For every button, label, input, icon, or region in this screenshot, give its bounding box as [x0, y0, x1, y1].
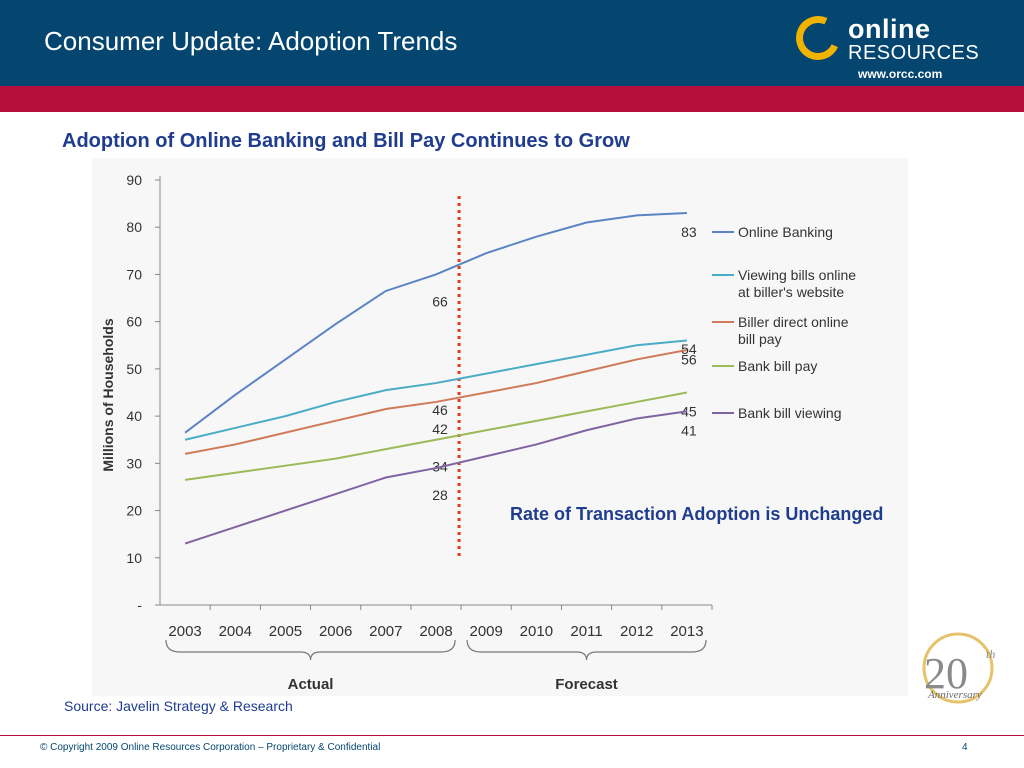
x-tick-label: 2009: [469, 623, 502, 640]
x-tick-label: 2011: [570, 623, 602, 640]
seal-number: 20: [924, 649, 968, 698]
y-tick-label: 70: [126, 266, 142, 282]
x-tick-label: 2007: [369, 623, 402, 640]
series-line: [184, 349, 688, 455]
footer-divider: [0, 735, 1024, 736]
series-line: [184, 410, 688, 545]
x-tick-label: 2004: [219, 623, 252, 640]
series-line: [184, 391, 688, 481]
y-tick-label: -: [137, 597, 142, 613]
group-brace: [165, 639, 456, 661]
slide-subtitle: Adoption of Online Banking and Bill Pay …: [62, 130, 630, 152]
copyright-text: © Copyright 2009 Online Resources Corpor…: [40, 742, 381, 753]
y-tick-label: 90: [126, 172, 142, 188]
data-label: 42: [432, 421, 448, 437]
data-label: 41: [681, 422, 697, 438]
legend-label: Biller direct online: [738, 314, 849, 330]
y-tick-label: 60: [126, 314, 142, 330]
data-label: 54: [681, 341, 697, 357]
data-label: 56: [681, 352, 697, 368]
anniversary-seal: 20 th Anniversary: [912, 628, 1004, 708]
y-tick-label: 50: [126, 361, 142, 377]
legend-label: Bank bill viewing: [738, 405, 842, 421]
data-label: 46: [432, 402, 448, 418]
source-note: Source: Javelin Strategy & Research: [64, 698, 293, 714]
seal-label: Anniversary: [927, 689, 982, 701]
y-axis-title: Millions of Households: [100, 318, 116, 471]
annotation-text: Rate of Transaction Adoption is Unchange…: [510, 504, 884, 524]
legend-label-cont: at biller's website: [738, 284, 844, 300]
legend-label: Online Banking: [738, 224, 833, 240]
y-tick-label: 10: [126, 550, 142, 566]
x-tick-label: 2013: [670, 623, 703, 640]
accent-bar: [0, 86, 1024, 112]
y-tick-label: 20: [126, 503, 142, 519]
x-tick-label: 2010: [520, 623, 553, 640]
anniversary-seal-graphic: 20 th Anniversary: [922, 632, 995, 704]
group-label: Forecast: [555, 676, 618, 693]
y-tick-label: 80: [126, 219, 142, 235]
logo-word-resources: RESOURCES: [848, 42, 980, 64]
logo-word-online: online: [848, 14, 931, 44]
data-label: 66: [432, 293, 448, 309]
series-line: [184, 339, 688, 441]
y-tick-label: 30: [126, 455, 142, 471]
legend-label: Viewing bills online: [738, 267, 856, 283]
y-tick-label: 40: [126, 408, 142, 424]
legend-label-cont: bill pay: [738, 331, 782, 347]
x-tick-label: 2008: [419, 623, 452, 640]
x-tick-label: 2003: [168, 623, 201, 640]
data-label: 45: [681, 404, 697, 420]
data-label: 28: [432, 487, 448, 503]
page-number: 4: [962, 742, 968, 753]
logo-url: www.orcc.com: [858, 67, 943, 81]
x-tick-label: 2006: [319, 623, 352, 640]
legend-label: Bank bill pay: [738, 358, 817, 374]
data-label: 83: [681, 224, 697, 240]
series-line: [184, 212, 687, 434]
seal-suffix: th: [986, 647, 995, 661]
x-tick-label: 2012: [620, 623, 653, 640]
group-label: Actual: [288, 676, 334, 693]
header-bar: Consumer Update: Adoption Trends online …: [0, 0, 1024, 86]
page-title: Consumer Update: Adoption Trends: [44, 26, 458, 56]
company-logo: online RESOURCES www.orcc.com: [789, 9, 996, 84]
group-brace: [466, 639, 707, 661]
x-tick-label: 2005: [269, 623, 302, 640]
